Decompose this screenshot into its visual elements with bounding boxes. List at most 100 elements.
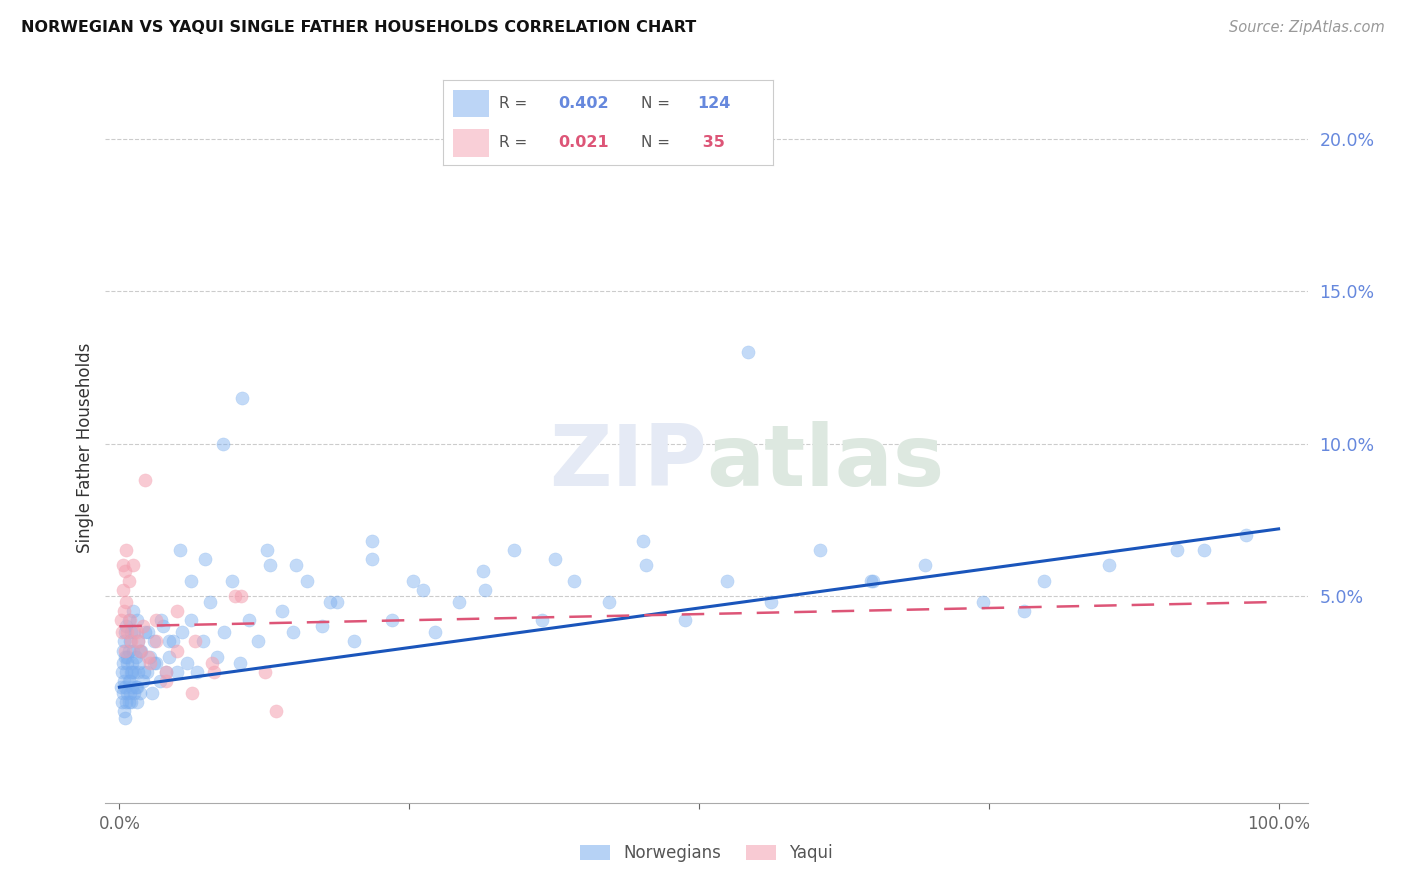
- Point: [124, 680, 146, 694]
- Point: [181, 686, 204, 700]
- Point: [238, 613, 260, 627]
- Point: [117, 656, 139, 670]
- Point: [129, 643, 152, 657]
- Point: [295, 574, 318, 588]
- Point: [180, 613, 202, 627]
- Point: [256, 543, 278, 558]
- Point: [157, 649, 180, 664]
- Point: [472, 565, 495, 579]
- Point: [117, 643, 139, 657]
- Point: [326, 595, 349, 609]
- Point: [112, 705, 135, 719]
- Point: [127, 634, 149, 648]
- Point: [1194, 543, 1216, 558]
- Legend: Norwegians, Yaqui: Norwegians, Yaqui: [574, 838, 839, 869]
- Point: [114, 625, 136, 640]
- Point: [131, 674, 153, 689]
- Point: [117, 674, 139, 689]
- Point: [361, 534, 384, 549]
- Point: [114, 710, 136, 724]
- Point: [311, 619, 333, 633]
- Point: [114, 680, 136, 694]
- Point: [115, 665, 138, 679]
- Point: [125, 680, 148, 694]
- Point: [115, 543, 138, 558]
- Point: [1234, 528, 1257, 542]
- Text: 35: 35: [697, 136, 725, 151]
- Point: [247, 634, 270, 648]
- Point: [412, 582, 434, 597]
- Point: [111, 643, 134, 657]
- Text: N =: N =: [641, 136, 671, 151]
- Point: [166, 604, 188, 618]
- Point: [716, 574, 738, 588]
- Point: [131, 619, 153, 633]
- Point: [115, 619, 138, 633]
- Point: [115, 695, 138, 709]
- Point: [155, 665, 177, 679]
- Point: [129, 643, 152, 657]
- Y-axis label: Single Father Households: Single Father Households: [76, 343, 94, 553]
- Point: [598, 595, 620, 609]
- Point: [1012, 604, 1035, 618]
- Point: [124, 625, 146, 640]
- Point: [155, 665, 177, 679]
- Point: [121, 656, 143, 670]
- Point: [319, 595, 342, 609]
- Point: [138, 649, 160, 664]
- Point: [121, 665, 143, 679]
- Point: [254, 665, 277, 679]
- Point: [157, 634, 180, 648]
- Point: [136, 665, 159, 679]
- Point: [143, 656, 166, 670]
- Point: [284, 558, 307, 573]
- Point: [229, 589, 252, 603]
- Point: [531, 613, 554, 627]
- Point: [131, 643, 153, 657]
- Point: [134, 625, 156, 640]
- Point: [502, 543, 524, 558]
- Point: [111, 686, 134, 700]
- Point: [180, 574, 202, 588]
- Point: [111, 582, 134, 597]
- Point: [544, 552, 567, 566]
- Point: [150, 613, 173, 627]
- Point: [120, 625, 142, 640]
- Point: [138, 656, 160, 670]
- Point: [125, 613, 148, 627]
- Point: [212, 625, 235, 640]
- Point: [118, 634, 141, 648]
- Point: [117, 613, 139, 627]
- Point: [673, 613, 696, 627]
- Point: [205, 649, 228, 664]
- Point: [259, 558, 281, 573]
- Text: 0.021: 0.021: [558, 136, 609, 151]
- Point: [859, 574, 882, 588]
- Text: 124: 124: [697, 95, 731, 111]
- Point: [170, 625, 193, 640]
- Point: [447, 595, 470, 609]
- Text: N =: N =: [641, 95, 671, 111]
- Point: [112, 634, 135, 648]
- Point: [145, 613, 167, 627]
- Text: NORWEGIAN VS YAQUI SINGLE FATHER HOUSEHOLDS CORRELATION CHART: NORWEGIAN VS YAQUI SINGLE FATHER HOUSEHO…: [21, 20, 696, 35]
- Point: [270, 604, 292, 618]
- Point: [124, 665, 146, 679]
- Point: [634, 558, 657, 573]
- Point: [114, 565, 136, 579]
- Point: [118, 686, 141, 700]
- Point: [141, 686, 163, 700]
- Point: [972, 595, 994, 609]
- Point: [118, 674, 141, 689]
- Point: [115, 595, 138, 609]
- Point: [121, 680, 143, 694]
- Bar: [453, 129, 489, 157]
- Text: R =: R =: [499, 95, 527, 111]
- Point: [114, 649, 136, 664]
- Point: [169, 543, 191, 558]
- Point: [114, 643, 136, 657]
- Point: [112, 604, 135, 618]
- Point: [221, 574, 243, 588]
- Point: [145, 656, 167, 670]
- Point: [423, 625, 446, 640]
